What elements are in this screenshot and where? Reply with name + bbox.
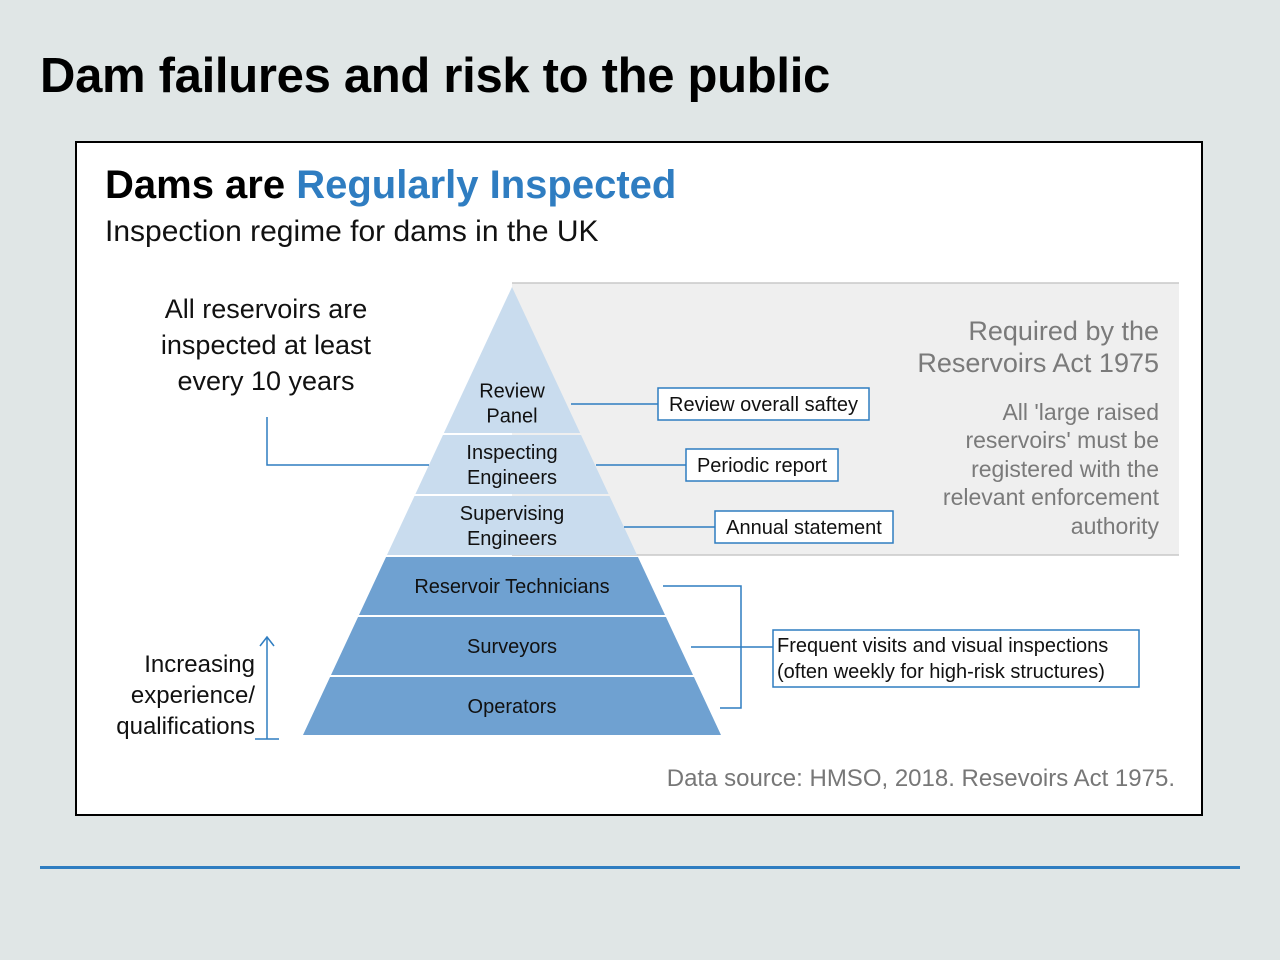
note-all-reservoirs: All reservoirs are inspected at least ev… <box>161 294 372 396</box>
note-reservoirs-act: Required by the Reservoirs Act 1975 All … <box>917 316 1159 539</box>
panel-title-accent: Regularly Inspected <box>296 163 677 207</box>
pyramid-tier-label: Operators <box>468 696 557 718</box>
note-experience-line-1: Increasing <box>144 651 255 678</box>
diagram-panel: Dams are Regularly Inspected Inspection … <box>75 141 1203 816</box>
pyramid-tier-label: Panel <box>486 406 537 428</box>
callout-annual-text: Annual statement <box>726 517 882 539</box>
note-all-reservoirs-line-2: inspected at least <box>161 330 372 360</box>
connector-bracket <box>663 585 773 709</box>
pyramid-tier-label: Engineers <box>467 467 557 489</box>
experience-arrow <box>255 635 279 740</box>
act-heading-line-2: Reservoirs Act 1975 <box>917 348 1159 378</box>
callout-frequent-visits: Frequent visits and visual inspections (… <box>772 629 1140 688</box>
panel-title: Dams are Regularly Inspected <box>105 163 676 208</box>
note-all-reservoirs-line-1: All reservoirs are <box>165 294 368 324</box>
callout-review-overall-safety: Review overall saftey <box>657 387 870 421</box>
data-source: Data source: HMSO, 2018. Resevoirs Act 1… <box>666 765 1175 792</box>
act-body-line-4: relevant enforcement <box>943 484 1160 510</box>
act-heading-line-1: Required by the <box>968 316 1159 346</box>
pyramid-tier <box>386 496 638 555</box>
note-experience: Increasing experience/ qualifications <box>116 651 255 740</box>
callout-frequent-line-2: (often weekly for high-risk structures) <box>777 661 1105 683</box>
footer-rule <box>40 866 1240 869</box>
pyramid-tier <box>330 617 694 675</box>
pyramid-tier <box>358 557 666 615</box>
pyramid-tier-label: Inspecting <box>466 442 557 464</box>
callout-review-text: Review overall saftey <box>669 394 858 416</box>
pyramid-tier <box>443 287 581 433</box>
callout-annual-statement: Annual statement <box>714 510 894 544</box>
pyramid-tier-label: Engineers <box>467 528 557 550</box>
slide-title: Dam failures and risk to the public <box>40 49 831 103</box>
callout-periodic-text: Periodic report <box>697 455 828 477</box>
pyramid-diagram: Review Panel Inspecting Engineers Supervisin… <box>116 282 1179 740</box>
pyramid-tier-label: Review <box>479 381 545 403</box>
callout-periodic-report: Periodic report <box>685 448 839 482</box>
act-body-line-3: registered with the <box>971 456 1159 482</box>
pyramid-tier-label: Reservoir Technicians <box>414 576 609 598</box>
note-experience-line-3: qualifications <box>116 713 255 740</box>
connector-all-reservoirs <box>266 417 429 466</box>
connector-lines <box>266 403 773 709</box>
act-body-line-2: reservoirs' must be <box>965 427 1159 453</box>
pyramid-tier-label: Supervising <box>460 503 565 525</box>
pyramid-tier-label: Surveyors <box>467 636 557 658</box>
act-body-line-5: authority <box>1071 513 1160 539</box>
pyramid-tier <box>303 677 721 735</box>
note-experience-line-2: experience/ <box>131 682 255 709</box>
panel-subtitle: Inspection regime for dams in the UK <box>105 215 599 248</box>
pyramid-tier <box>415 435 609 494</box>
pyramid-tiers: Review Panel Inspecting Engineers Supervisin… <box>303 287 721 735</box>
callout-frequent-line-1: Frequent visits and visual inspections <box>777 635 1108 657</box>
panel-title-lead: Dams are <box>105 163 297 207</box>
act-body-line-1: All 'large raised <box>1002 399 1159 425</box>
note-all-reservoirs-line-3: every 10 years <box>177 366 354 396</box>
